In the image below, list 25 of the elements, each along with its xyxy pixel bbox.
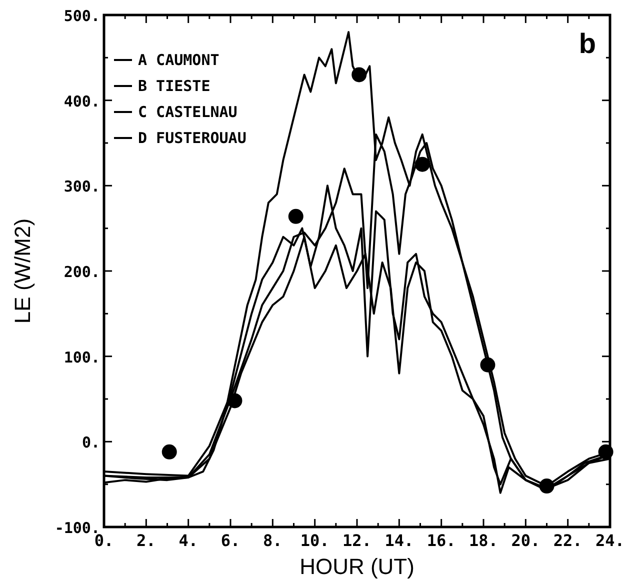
x-tick-label: 2. <box>136 531 156 550</box>
legend-label: A CAUMONT <box>138 51 220 69</box>
y-tick-label: 300. <box>64 178 100 196</box>
legend-label: B TIESTE <box>138 77 210 95</box>
x-tick-label: 12. <box>342 531 372 550</box>
y-tick-label: 0. <box>82 434 100 452</box>
x-tick-label: 6. <box>220 531 240 550</box>
x-axis-title: HOUR (UT) <box>300 554 414 579</box>
y-tick-label: 500. <box>64 7 100 25</box>
x-tick-label: 8. <box>263 531 282 550</box>
legend-label: D FUSTEROUAU <box>138 129 246 147</box>
y-axis-title: LE (W/M2) <box>10 218 35 324</box>
y-tick-label: 100. <box>64 348 100 366</box>
x-tick-label: 18. <box>469 531 498 550</box>
x-tick-label: 4. <box>178 531 198 550</box>
x-tick-label: 22. <box>553 531 582 550</box>
x-tick-label: 16. <box>426 531 456 550</box>
x-tick-label: 20. <box>511 531 540 550</box>
y-tick-label: 200. <box>64 263 100 281</box>
legend-label: C CASTELNAU <box>138 103 238 121</box>
annotation: b <box>578 28 596 59</box>
y-tick-label: 400. <box>64 92 100 110</box>
x-tick-label: 10. <box>300 531 330 550</box>
x-tick-label: 24. <box>596 531 624 550</box>
x-tick-label: 14. <box>384 531 414 550</box>
